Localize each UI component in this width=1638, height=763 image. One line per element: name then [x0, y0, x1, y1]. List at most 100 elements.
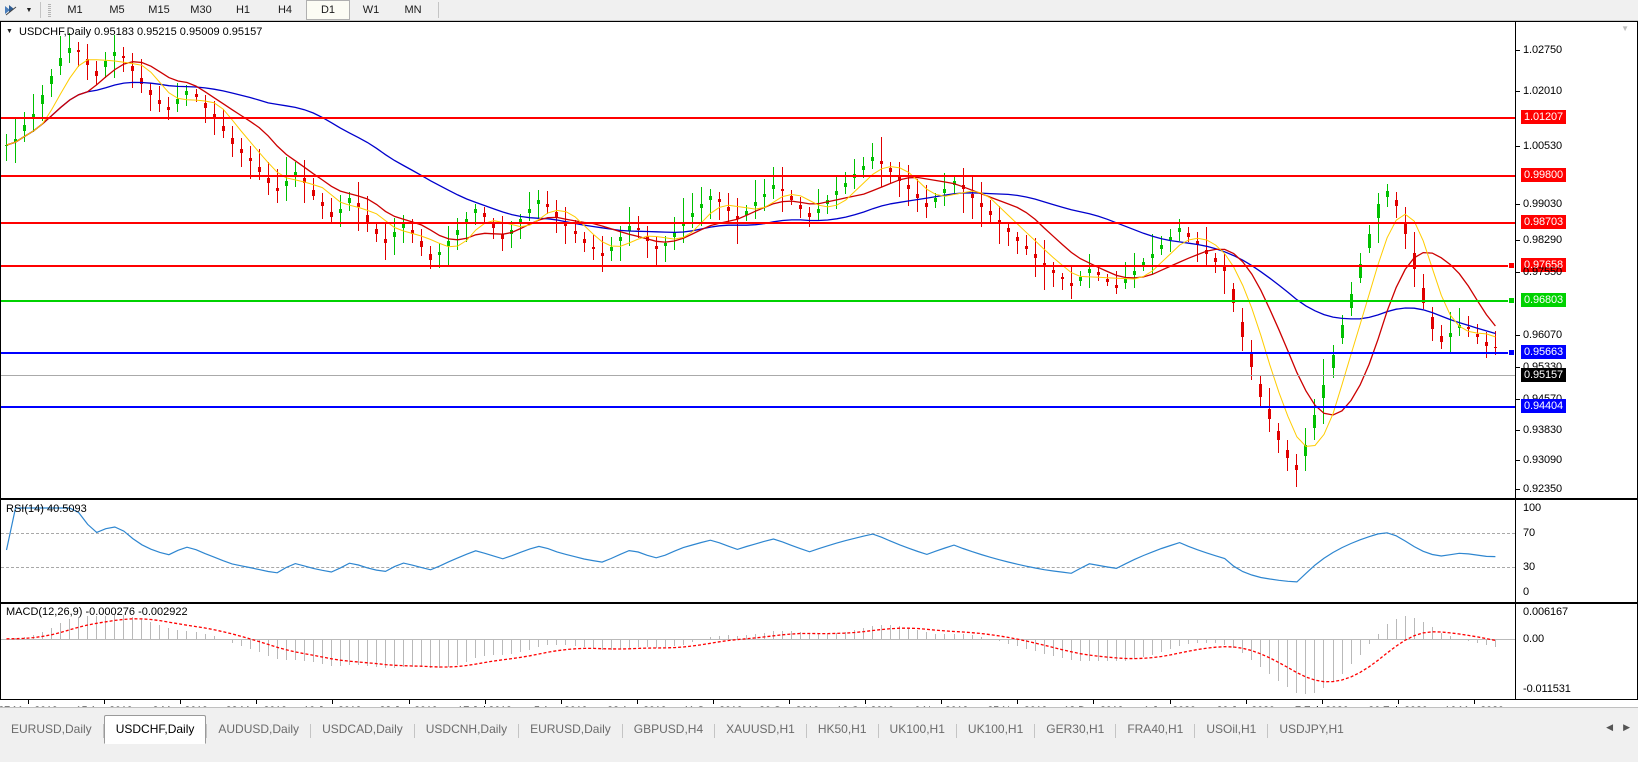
- rsi-plot-area[interactable]: [1, 500, 1515, 602]
- macd-histogram-bar: [980, 636, 982, 639]
- price-level-line-0.94404[interactable]: [1, 406, 1515, 408]
- timeframe-button-m15[interactable]: M15: [148, 4, 170, 16]
- candlestick: [14, 22, 18, 498]
- macd-histogram-bar: [745, 635, 747, 639]
- price-level-tag[interactable]: 0.97658: [1521, 258, 1567, 272]
- timeframe-button-d1[interactable]: D1: [306, 0, 350, 20]
- chart-tab-eurusd-daily[interactable]: EURUSD,Daily: [530, 722, 611, 736]
- macd-histogram-bar: [791, 630, 793, 639]
- macd-histogram-bar: [935, 633, 937, 639]
- macd-histogram-bar: [231, 638, 233, 643]
- chart-tab-fra40-h1[interactable]: FRA40,H1: [1127, 722, 1184, 736]
- price-level-tag[interactable]: 0.95663: [1521, 345, 1567, 359]
- price-level-tag[interactable]: 0.95157: [1521, 368, 1567, 382]
- macd-histogram-bar: [339, 638, 341, 667]
- price-chart-pane[interactable]: ▼ USDCHF,Daily 0.95183 0.95215 0.95009 0…: [0, 21, 1638, 499]
- macd-histogram-bar: [1359, 638, 1361, 655]
- price-level-line-0.97658[interactable]: [1, 265, 1515, 267]
- price-level-handle[interactable]: [1508, 262, 1515, 269]
- toolbar-dropdown-caret-icon[interactable]: ▼: [25, 6, 33, 14]
- price-level-handle[interactable]: [1508, 349, 1515, 356]
- chart-tab-uk100-h1[interactable]: UK100,H1: [889, 722, 945, 736]
- candlestick: [528, 22, 532, 498]
- price-pane-caret-icon[interactable]: ▼: [6, 28, 13, 35]
- price-scale-axis[interactable]: 1.02750 1.02010 1.01207 1.00530 0.99800 0.990…: [1515, 22, 1637, 498]
- candlestick: [501, 22, 505, 498]
- price-level-tag[interactable]: 1.01207: [1521, 110, 1567, 124]
- chart-tab-audusd-daily[interactable]: AUDUSD,Daily: [218, 722, 300, 736]
- macd-histogram-bar: [1179, 638, 1181, 646]
- chart-tab-usdjpy-h1[interactable]: USDJPY,H1: [1279, 722, 1344, 736]
- macd-histogram-bar: [1296, 638, 1298, 693]
- price-level-tag[interactable]: 0.99800: [1521, 168, 1567, 182]
- price-level-line-1.01207[interactable]: [1, 117, 1515, 119]
- candlestick: [1421, 22, 1425, 498]
- timeframe-button-m5[interactable]: M5: [109, 4, 125, 16]
- macd-histogram-bar: [1233, 638, 1235, 649]
- macd-histogram-bar: [863, 628, 865, 639]
- macd-histogram-bar: [673, 638, 675, 647]
- macd-histogram-bar: [764, 633, 765, 639]
- price-scale-label: 0.96070: [1523, 329, 1563, 341]
- price-level-line-0.96803[interactable]: [1, 300, 1515, 302]
- chart-tab-xauusd-h1[interactable]: XAUUSD,H1: [726, 722, 795, 736]
- price-level-line-0.95663[interactable]: [1, 352, 1515, 354]
- candlestick: [356, 22, 360, 498]
- macd-histogram-bar: [610, 638, 612, 651]
- cursor-crosshair-icon[interactable]: [0, 0, 22, 20]
- chart-tab-eurusd-daily[interactable]: EURUSD,Daily: [11, 722, 92, 736]
- date-axis-tick: [484, 700, 486, 704]
- candlestick: [1214, 22, 1218, 498]
- macd-histogram-bar: [998, 638, 1000, 642]
- tab-divider: [877, 724, 879, 738]
- macd-indicator-pane[interactable]: MACD(12,26,9) -0.000276 -0.002922 0.0061…: [0, 603, 1638, 700]
- price-scale-label: 1.00530: [1523, 140, 1563, 152]
- candlestick: [465, 22, 469, 498]
- chart-tab-usdcad-daily[interactable]: USDCAD,Daily: [322, 722, 403, 736]
- macd-histogram-bar: [601, 638, 603, 650]
- chart-tab-ger30-h1[interactable]: GER30,H1: [1046, 722, 1105, 736]
- price-level-line-0.99800[interactable]: [1, 175, 1515, 177]
- price-level-tag[interactable]: 0.94404: [1521, 399, 1567, 413]
- price-level-line-0.95157[interactable]: [1, 375, 1515, 376]
- candlestick: [158, 22, 162, 498]
- timeframe-button-m30[interactable]: M30: [190, 4, 212, 16]
- chart-tab-gbpusd-h4[interactable]: GBPUSD,H4: [633, 722, 704, 736]
- chart-tab-hk50-h1[interactable]: HK50,H1: [817, 722, 867, 736]
- macd-histogram-bar: [1485, 638, 1487, 646]
- candlestick: [537, 22, 541, 498]
- timeframe-button-group: M1 M5 M15 M30 H1 H4 D1 W1 MN: [54, 0, 434, 20]
- tab-nav-right-icon[interactable]: ▶: [1623, 722, 1630, 732]
- chart-tab-usdcnh-daily[interactable]: USDCNH,Daily: [425, 722, 508, 736]
- timeframe-button-mn[interactable]: MN: [404, 4, 422, 16]
- macd-histogram-bar: [168, 628, 170, 639]
- macd-histogram-bar: [457, 638, 459, 665]
- macd-histogram-bar: [917, 630, 919, 639]
- macd-histogram-bar: [375, 638, 377, 668]
- timeframe-button-h1[interactable]: H1: [235, 4, 251, 16]
- rsi-indicator-pane[interactable]: RSI(14) 40.5093 100 70 30 0: [0, 499, 1638, 603]
- price-level-tag[interactable]: 0.98703: [1521, 215, 1567, 229]
- macd-histogram-bar: [592, 638, 594, 649]
- candlestick: [402, 22, 406, 498]
- chart-tab-uk100-h1[interactable]: UK100,H1: [967, 722, 1024, 736]
- tab-nav-left-icon[interactable]: ◀: [1606, 722, 1614, 732]
- chart-tab-usoil-h1[interactable]: USOil,H1: [1206, 722, 1257, 736]
- macd-plot-area[interactable]: [1, 604, 1515, 699]
- date-axis-tick: [712, 700, 714, 704]
- macd-histogram-bar: [186, 630, 188, 639]
- timeframe-button-w1[interactable]: W1: [362, 4, 380, 16]
- price-plot-area[interactable]: [1, 22, 1515, 498]
- chart-tab-usdchf-daily[interactable]: USDCHF,Daily: [103, 715, 207, 744]
- timeframe-button-h4[interactable]: H4: [277, 4, 293, 16]
- price-level-handle[interactable]: [1508, 297, 1515, 304]
- price-level-line-0.98703[interactable]: [1, 222, 1515, 224]
- timeframe-button-m1[interactable]: M1: [67, 4, 83, 16]
- candlestick: [1250, 22, 1254, 498]
- price-level-tag[interactable]: 0.96803: [1521, 293, 1567, 307]
- macd-histogram-bar: [1386, 624, 1388, 639]
- toolbar-grip-handle[interactable]: [45, 0, 54, 20]
- candlestick: [1268, 22, 1272, 498]
- top-toolbar: ▼ M1 M5 M15 M30 H1 H4 D1 W1 MN: [0, 0, 1638, 21]
- macd-histogram-bar: [177, 630, 179, 639]
